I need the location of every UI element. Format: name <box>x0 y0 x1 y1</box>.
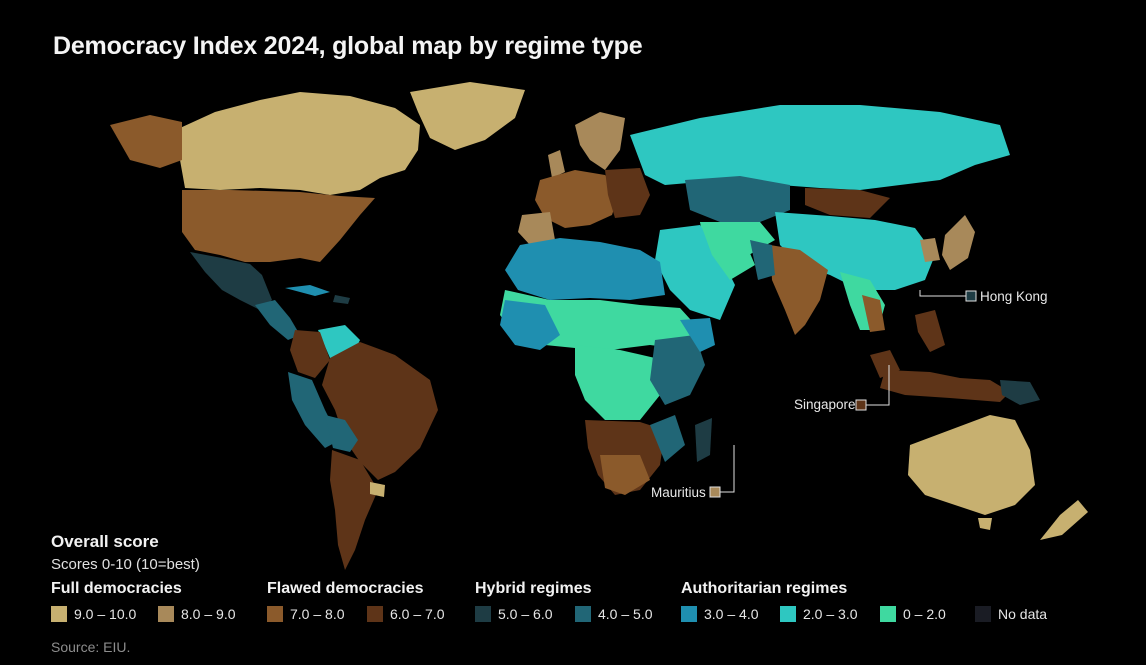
central-africa-region <box>575 345 660 420</box>
mauritius-label: Mauritius <box>651 485 706 500</box>
legend-swatch <box>475 606 491 622</box>
canada-region <box>180 92 420 195</box>
png-region <box>1000 380 1040 405</box>
australia-region <box>908 415 1035 515</box>
legend-item-label: 4.0 – 5.0 <box>598 606 653 622</box>
usa-region <box>182 190 375 262</box>
uruguay-region <box>370 482 385 497</box>
hong-kong-callout-line <box>919 290 966 297</box>
east-africa-region <box>650 335 705 405</box>
kazakhstan-region <box>685 176 790 222</box>
legend-item: 5.0 – 6.0 <box>475 605 553 623</box>
legend-swatch <box>975 606 991 622</box>
legend-item: 4.0 – 5.0 <box>575 605 653 623</box>
legend-item: 2.0 – 3.0 <box>780 605 858 623</box>
tasmania-region <box>978 518 992 530</box>
legend-item: 8.0 – 9.0 <box>158 605 236 623</box>
legend-item-label: 5.0 – 6.0 <box>498 606 553 622</box>
legend-subtitle: Scores 0-10 (10=best) <box>51 556 200 573</box>
legend-item-label: 6.0 – 7.0 <box>390 606 445 622</box>
south-africa-region <box>600 455 650 495</box>
legend-title: Overall score <box>51 532 159 551</box>
caribbean-region <box>333 295 350 304</box>
mozambique-region <box>650 415 685 462</box>
mauritius-callout-line <box>720 445 735 493</box>
mauritius-marker <box>709 486 721 498</box>
legend-item: 0 – 2.0 <box>880 605 946 623</box>
legend-swatch <box>367 606 383 622</box>
argentina-region <box>330 450 378 570</box>
mexico-region <box>190 252 272 310</box>
legend-swatch <box>880 606 896 622</box>
north-africa-region <box>505 238 665 300</box>
legend-item: 7.0 – 8.0 <box>267 605 345 623</box>
hong-kong-marker <box>965 290 977 302</box>
legend-group-authoritarian-regimes: Authoritarian regimes <box>681 580 848 597</box>
alaska-region <box>110 115 182 168</box>
singapore-marker <box>855 399 867 411</box>
central-america-region <box>255 300 300 340</box>
new-zealand-region <box>1040 500 1088 540</box>
russia-region <box>630 105 1010 190</box>
legend-swatch <box>681 606 697 622</box>
legend-item-label: 8.0 – 9.0 <box>181 606 236 622</box>
india-region <box>770 245 828 335</box>
singapore-callout-line <box>866 365 890 406</box>
korea-region <box>920 238 940 262</box>
iran-region <box>700 222 755 280</box>
west-africa-region <box>500 300 560 350</box>
japan-region <box>942 215 975 270</box>
bolivia-region <box>325 415 358 452</box>
singapore-label: Singapore <box>794 397 856 412</box>
legend-group-hybrid-regimes: Hybrid regimes <box>475 580 592 597</box>
legend-item-label: No data <box>998 606 1048 622</box>
legend-item: 3.0 – 4.0 <box>681 605 759 623</box>
legend-item-label: 2.0 – 3.0 <box>803 606 858 622</box>
legend-item-label: 9.0 – 10.0 <box>74 606 137 622</box>
mongolia-region <box>805 188 890 218</box>
china-region <box>775 212 935 290</box>
legend-swatch <box>158 606 174 622</box>
legend-swatch <box>51 606 67 622</box>
greenland-region <box>410 82 525 150</box>
source-note: Source: EIU. <box>51 639 131 655</box>
scandinavia-region <box>575 112 625 170</box>
map-title: Democracy Index 2024, global map by regi… <box>53 32 643 60</box>
eastern-europe-region <box>605 168 650 218</box>
legend-item: 9.0 – 10.0 <box>51 605 136 623</box>
indonesia-region <box>880 370 1010 402</box>
hong-kong-label: Hong Kong <box>980 289 1048 304</box>
madagascar-region <box>695 418 712 462</box>
pakistan-region <box>750 240 775 280</box>
philippines-region <box>915 310 945 352</box>
legend-group-full-democracies: Full democracies <box>51 580 182 597</box>
peru-region <box>288 372 340 448</box>
cuba-region <box>285 285 330 296</box>
legend-item: 6.0 – 7.0 <box>367 605 445 623</box>
legend-item-label: 0 – 2.0 <box>903 606 946 622</box>
legend-item-label: 3.0 – 4.0 <box>704 606 759 622</box>
western-europe-region <box>535 170 620 228</box>
uk-region <box>548 150 565 178</box>
colombia-region <box>290 330 330 378</box>
legend-item-label: 7.0 – 8.0 <box>290 606 345 622</box>
legend-swatch <box>575 606 591 622</box>
iberia-region <box>518 212 555 245</box>
legend-group-flawed-democracies: Flawed democracies <box>267 580 424 597</box>
thailand-region <box>862 295 885 332</box>
horn-africa-region <box>680 318 715 352</box>
legend-swatch <box>780 606 796 622</box>
legend-item: No data <box>975 605 1047 623</box>
legend-swatch <box>267 606 283 622</box>
